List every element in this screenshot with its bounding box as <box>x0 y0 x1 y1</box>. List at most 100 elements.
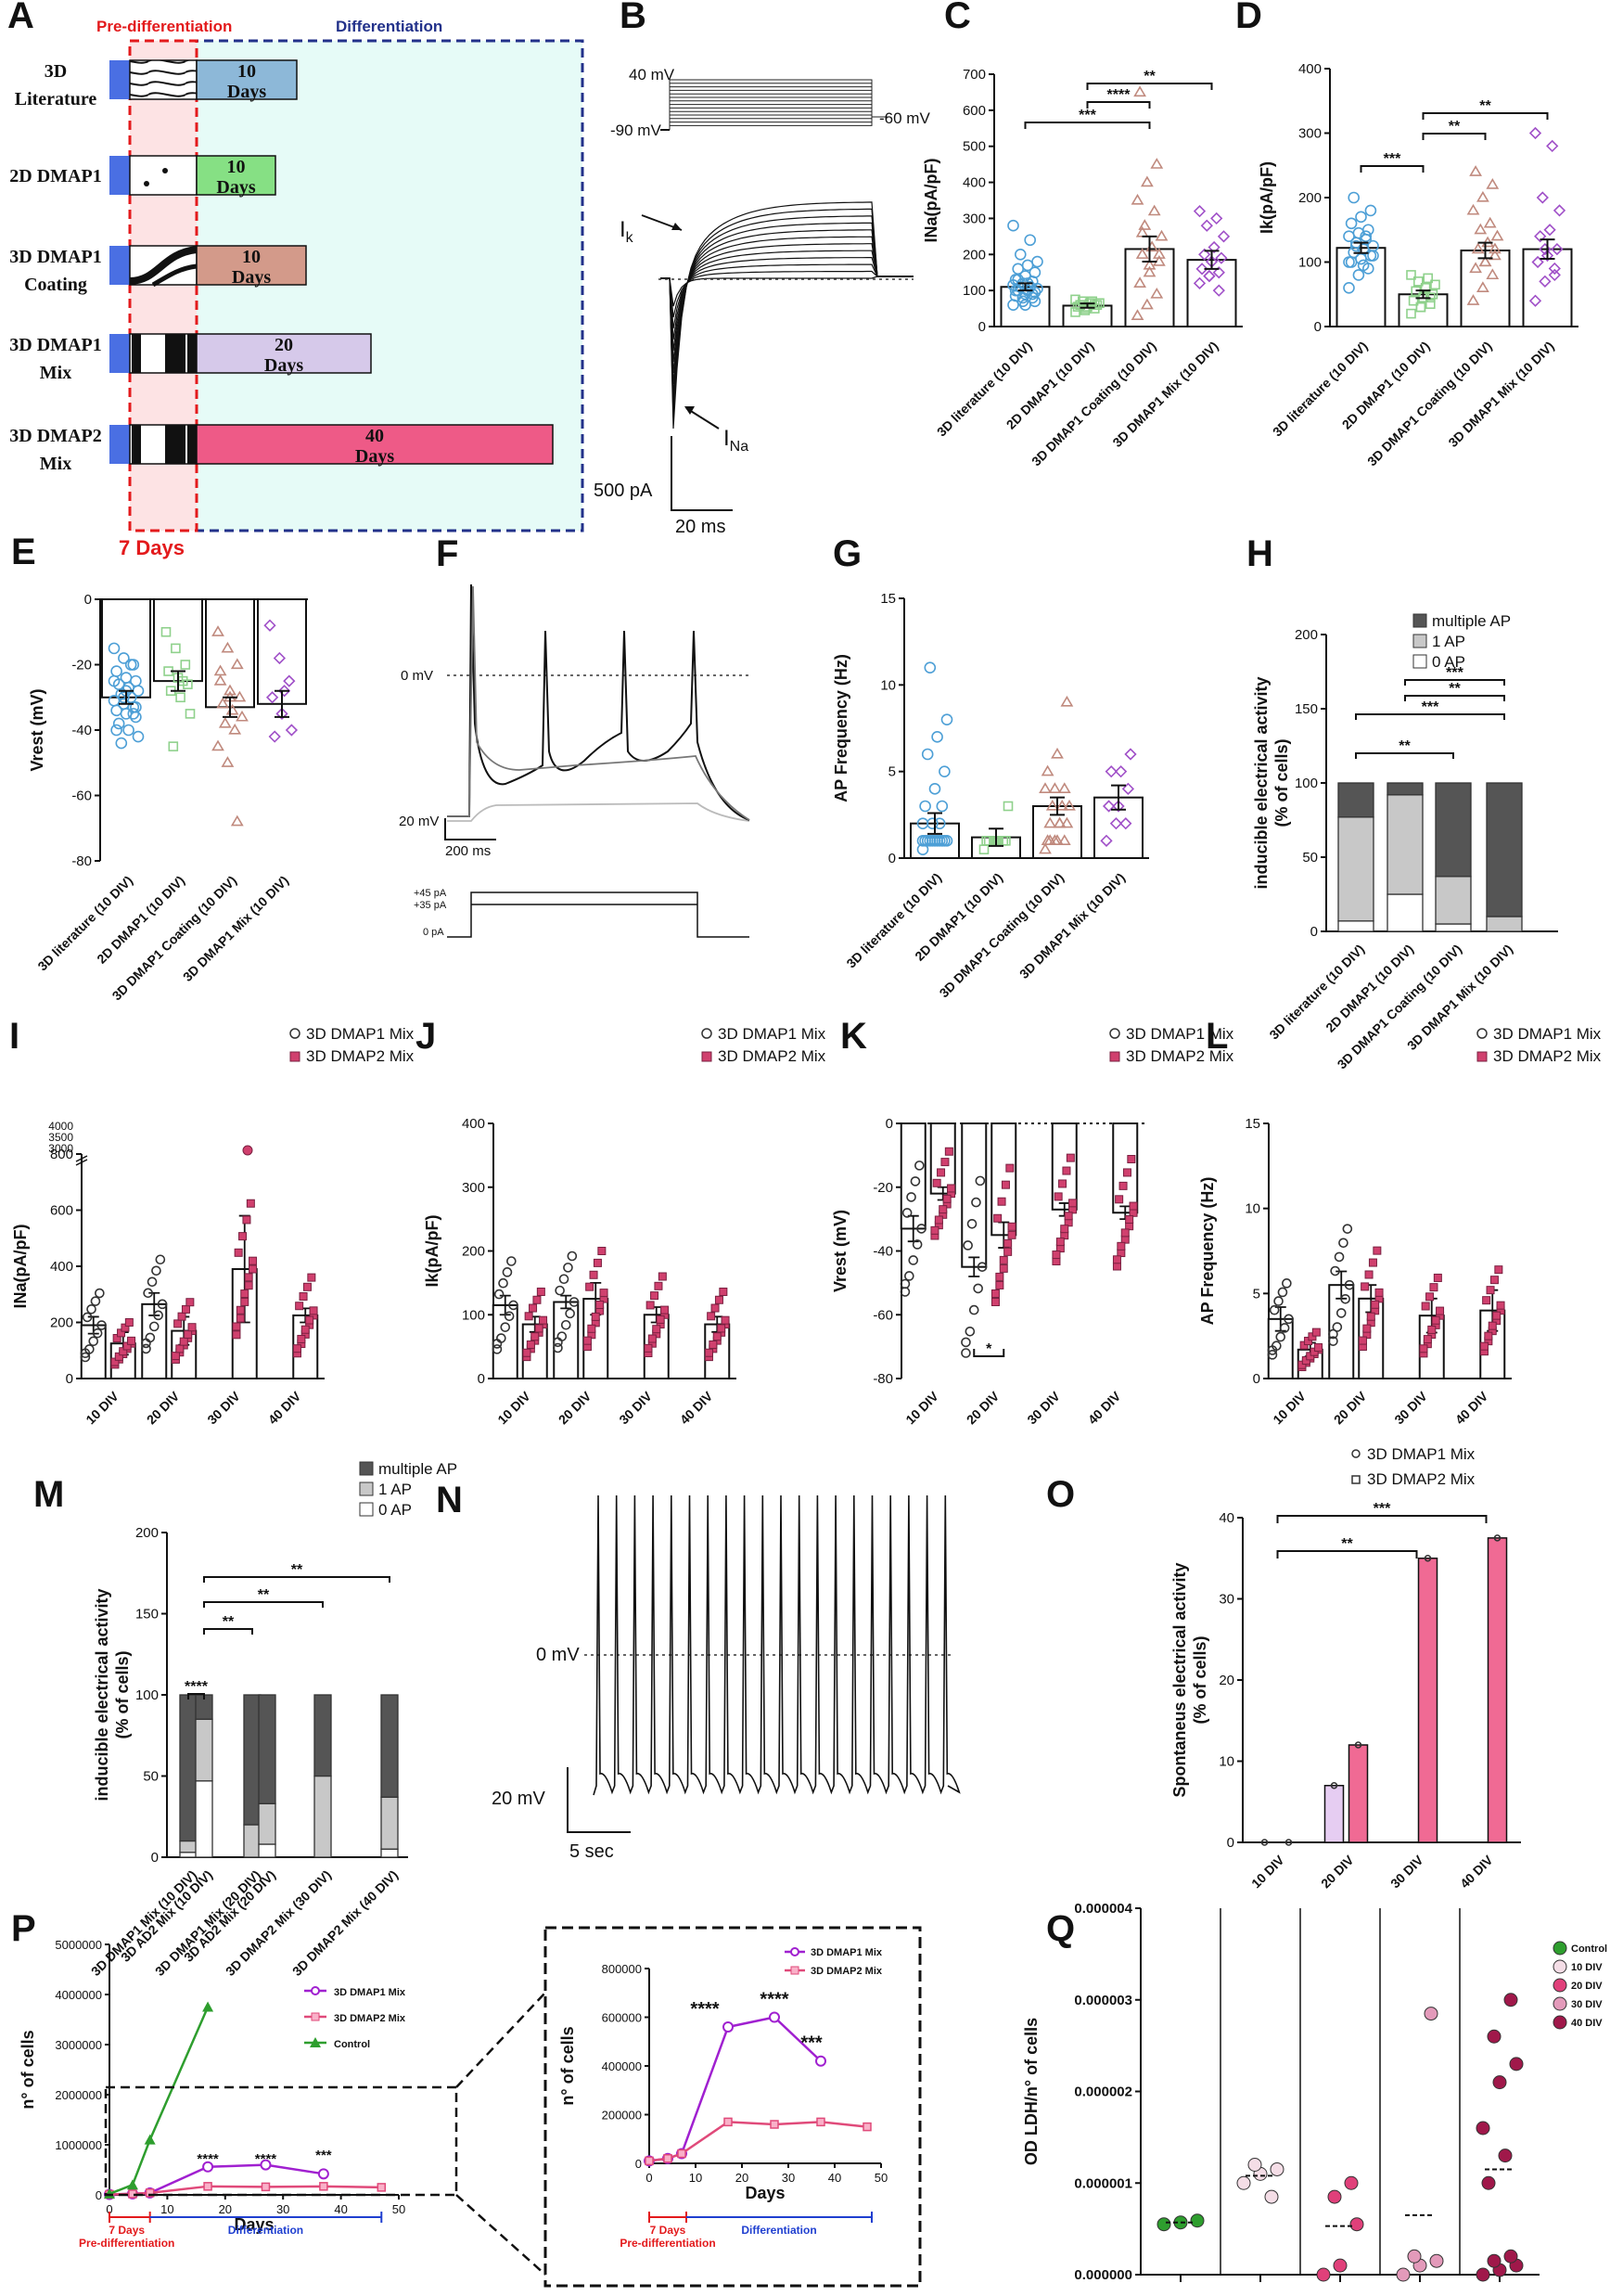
data-point <box>1479 1341 1489 1351</box>
zoom-line <box>455 1992 546 2088</box>
data-point <box>92 1328 103 1339</box>
legend-label: 1 AP <box>1432 633 1465 650</box>
y-tick-label: -40 <box>71 723 92 738</box>
data-point <box>963 1240 973 1251</box>
bar <box>1323 1785 1345 1843</box>
scale-pa: 500 pA <box>594 481 653 501</box>
data-point <box>118 652 130 664</box>
zero-mv-n: 0 mV <box>536 1645 580 1665</box>
significance-label: ** <box>1449 681 1461 697</box>
legend-marker <box>790 1947 799 1956</box>
stage-label: Differentiation <box>741 2224 816 2237</box>
significance-label: ** <box>1144 69 1156 84</box>
category-label: 30 DIV <box>1024 1388 1063 1427</box>
data-point <box>1120 1228 1130 1238</box>
legend-label: 1 AP <box>378 1481 412 1498</box>
data-point <box>230 815 244 827</box>
data-point <box>147 1276 158 1288</box>
stacked-segment <box>380 1796 399 1850</box>
data-point <box>769 2011 780 2023</box>
stacked-segment <box>1337 920 1374 932</box>
y-tick-label: 200 <box>50 1315 73 1331</box>
data-point <box>916 835 929 847</box>
data-point <box>1486 178 1500 189</box>
data-point <box>1367 250 1379 262</box>
data-point <box>1408 295 1419 306</box>
x-tick-label: 30 <box>782 2171 795 2185</box>
data-point <box>1330 1265 1340 1276</box>
data-point <box>1131 193 1144 205</box>
y-tick-label: 0 <box>151 1850 159 1866</box>
category-label: 10 DIV <box>83 1388 121 1427</box>
error-bar <box>223 696 237 718</box>
data-point <box>900 1278 911 1289</box>
data-point <box>1029 266 1042 279</box>
data-point <box>1423 273 1433 284</box>
data-point <box>181 1304 190 1314</box>
data-point <box>1498 2148 1513 2163</box>
protocol-name: Coating <box>24 275 87 295</box>
data-point <box>652 1325 661 1334</box>
data-point <box>238 1232 248 1241</box>
error-bar <box>927 812 942 835</box>
data-point <box>1007 219 1019 232</box>
data-point <box>816 2117 825 2127</box>
y-tick-label: 20 <box>1219 1673 1234 1688</box>
y-tick-label: 10 <box>1219 1754 1234 1770</box>
data-point <box>309 1306 318 1315</box>
data-point <box>1133 276 1146 289</box>
y-tick-label: 5 <box>888 764 896 780</box>
y-axis-label: AP Frequency (Hz) <box>832 654 850 802</box>
dot <box>144 181 149 186</box>
y-tick-label: 3000000 <box>55 2038 102 2052</box>
legend-label: 3D DMAP1 Mix <box>306 1025 415 1043</box>
y-tick-label: 100 <box>135 1687 159 1703</box>
significance-label: **** <box>1107 87 1131 103</box>
significance-bracket <box>1086 83 1213 90</box>
days-unit: Days <box>355 446 394 467</box>
legend-swatch <box>1412 634 1427 648</box>
data-point <box>305 1315 314 1325</box>
y-tick-label: 150 <box>135 1607 159 1623</box>
days-unit: Days <box>232 267 271 288</box>
category-label: 20 DIV <box>1318 1852 1357 1891</box>
data-point <box>1478 255 1492 267</box>
category-label: 30 DIV <box>1391 1388 1430 1427</box>
category-label: 10 DIV <box>1270 1388 1309 1427</box>
category-label: 10 DIV <box>902 1388 941 1427</box>
panel-label: H <box>1246 533 1273 574</box>
scale-bar-b <box>671 436 733 511</box>
error-bar <box>1540 238 1555 261</box>
data-point <box>498 1277 508 1289</box>
stacked-segment <box>258 1802 276 1845</box>
current-trace <box>660 250 914 352</box>
panel-k: K 3D DMAP1 Mix 3D DMAP2 Mix 0 -20 -40 -60 -80 Vr… <box>831 1016 1234 1427</box>
bar <box>153 598 203 683</box>
data-point <box>1264 2189 1279 2204</box>
data-point <box>1027 288 1039 301</box>
data-point <box>937 1168 946 1177</box>
y-tick-label: 800000 <box>602 1962 642 1976</box>
significance-bracket <box>1404 679 1505 686</box>
significance-bracket <box>1276 1550 1418 1558</box>
data-point <box>168 741 179 751</box>
data-point <box>910 1176 921 1186</box>
data-point <box>1051 747 1064 759</box>
y-tick-label: -80 <box>71 853 92 869</box>
legend-marker <box>310 2037 321 2047</box>
data-point <box>493 1289 505 1300</box>
data-point <box>1406 270 1416 280</box>
data-point <box>1195 263 1208 276</box>
data-point <box>240 1297 249 1306</box>
category-label: 10 DIV <box>494 1388 533 1427</box>
data-point <box>560 1319 571 1330</box>
error-bar <box>1204 250 1220 270</box>
x-tick-label: 30 <box>276 2202 289 2216</box>
data-point <box>202 2001 214 2012</box>
data-point <box>268 730 281 743</box>
significance-bracket <box>1355 752 1454 759</box>
differentiation-title: Differentiation <box>336 18 442 35</box>
data-point <box>1143 265 1157 277</box>
